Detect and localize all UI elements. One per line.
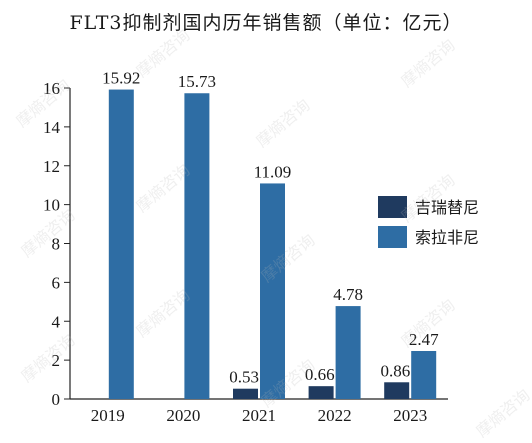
y-tick-label: 16 — [43, 79, 60, 98]
y-tick-label: 6 — [52, 273, 61, 292]
data-labels: 15.92 15.73 0.53 11.09 0.66 4.78 0.86 2.47 — [102, 69, 439, 387]
data-label: 11.09 — [254, 162, 292, 181]
y-tick-label: 2 — [52, 351, 61, 370]
y-tick-label: 10 — [43, 196, 60, 215]
x-tick-label: 2022 — [318, 406, 352, 425]
data-label: 15.73 — [178, 72, 216, 91]
x-tick-label: 2021 — [242, 406, 276, 425]
x-tick-label: 2023 — [393, 406, 427, 425]
legend-swatch — [378, 226, 407, 248]
data-label: 0.53 — [229, 368, 259, 387]
data-label: 2.47 — [409, 330, 439, 349]
bar — [308, 386, 334, 399]
y-tick-label: 12 — [43, 157, 60, 176]
bar — [184, 93, 210, 400]
x-tick-label: 2019 — [91, 406, 125, 425]
data-label: 4.78 — [333, 285, 363, 304]
bar — [411, 350, 437, 399]
bar — [108, 89, 134, 400]
data-label: 0.66 — [305, 365, 335, 384]
axes: 0 2 4 6 8 10 12 14 16 2019 2020 2021 2022 2023 — [43, 79, 448, 425]
x-tick-label: 2020 — [166, 406, 200, 425]
data-label: 0.86 — [380, 361, 410, 380]
bar — [260, 183, 285, 399]
chart-title: FLT3抑制剂国内历年销售额（单位：亿元） — [69, 12, 463, 34]
data-label: 15.92 — [102, 69, 140, 88]
bar — [233, 388, 258, 399]
y-tick-label: 4 — [52, 312, 61, 331]
bar — [384, 382, 410, 399]
y-tick-label: 14 — [43, 118, 61, 137]
bars — [108, 89, 437, 400]
y-tick-label: 8 — [52, 235, 61, 254]
legend-label: 索拉非尼 — [415, 228, 479, 247]
y-tick-label: 0 — [52, 390, 61, 409]
legend-swatch — [378, 196, 407, 218]
bar — [335, 306, 361, 399]
legend-label: 吉瑞替尼 — [415, 198, 479, 217]
